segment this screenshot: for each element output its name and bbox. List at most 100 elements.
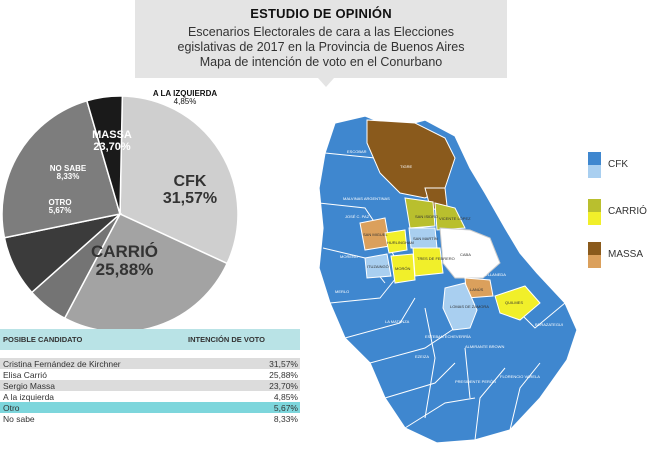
map-district-quilmes <box>494 285 541 321</box>
map-label-san-isidro: SAN ISIDRO <box>415 214 438 219</box>
report-kicker: ESTUDIO DE OPINIÓN <box>250 6 392 21</box>
table-row: Sergio Massa 23,70% <box>0 380 300 391</box>
map-label-tres-de-febrero: TRES DE FEBRERO <box>417 256 455 261</box>
legend-item-carrio: CARRIÓ <box>588 199 647 225</box>
map-label-lomas: LOMAS DE ZAMORA <box>450 304 489 309</box>
table-header-vote: INTENCIÓN DE VOTO <box>188 335 265 344</box>
table-cell-vote: 8,33% <box>273 413 298 424</box>
report-title-line-1: Escenarios Electorales de cara a las Ele… <box>187 25 455 39</box>
legend-label-cfk: CFK <box>608 159 628 170</box>
map-label-berazategui: BERAZATEGUI <box>535 322 563 327</box>
pie-label-otro-name: OTRO <box>48 198 72 207</box>
table-cell-vote: 31,57% <box>269 358 298 369</box>
table-cell-candidate: Sergio Massa <box>3 380 55 391</box>
pie-slice-cfk <box>119 95 239 265</box>
table-cell-candidate: Otro <box>3 402 20 413</box>
map-label-escobar: ESCOBAR <box>347 149 367 154</box>
map-label-quilmes: QUILMES <box>505 300 523 305</box>
pie-chart-svg <box>1 95 239 331</box>
map-label-hurlingham: HURLINGHAM <box>387 240 414 245</box>
pie-label-izquierda: A LA IZQUIERDA 4,85% <box>135 89 235 107</box>
pie-label-carrio: CARRIÓ 25,88% <box>82 243 167 279</box>
map-district-labels: ESCOBAR TIGRE MALVINAS ARGENTINAS JOSÉ C… <box>335 149 563 384</box>
pie-label-cfk: CFK 31,57% <box>150 173 230 208</box>
map-label-merlo: MERLO <box>335 289 349 294</box>
table-header-row: POSIBLE CANDIDATO INTENCIÓN DE VOTO <box>0 329 300 350</box>
header-pointer-arrow <box>318 78 334 87</box>
map-label-ituzaingo: ITUZAINGÓ <box>367 264 389 269</box>
map-label-tigre: TIGRE <box>400 164 413 169</box>
map-label-lanus: LANÚS <box>470 287 484 292</box>
table-cell-vote: 5,67% <box>273 402 298 413</box>
map-label-avellaneda: AVELLANEDA <box>480 272 506 277</box>
pie-label-no-sabe-name: NO SABE <box>49 164 87 173</box>
pie-label-massa-value: 23,70% <box>93 140 131 153</box>
pie-slice-massa <box>1 99 121 239</box>
legend-swatch-carrio-light <box>588 212 601 225</box>
table-cell-vote: 23,70% <box>269 380 298 391</box>
map-district-tres-de-febrero <box>412 247 444 277</box>
pie-label-cfk-value: 31,57% <box>162 189 218 207</box>
map-label-caba: CABA <box>460 252 471 257</box>
pie-slice-a-la-izquierda <box>85 95 124 215</box>
report-title-line-3: Mapa de intención de voto en el Conurban… <box>199 55 443 69</box>
pie-label-izquierda-name: A LA IZQUIERDA <box>152 89 218 98</box>
vote-intention-pie-chart: CFK 31,57% CARRIÓ 25,88% OTRO 5,67% NO S… <box>0 86 245 331</box>
legend-swatch-carrio-dark <box>588 199 601 212</box>
map-label-presidente-peron: PRESIDENTE PERÓN <box>455 379 496 384</box>
vote-intention-table: POSIBLE CANDIDATO INTENCIÓN DE VOTO Cris… <box>0 329 300 424</box>
map-label-san-martin: SAN MARTÍN <box>413 236 438 241</box>
pie-label-otro-value: 5,67% <box>48 206 72 216</box>
table-cell-candidate: No sabe <box>3 413 35 424</box>
map-label-jose-c-paz: JOSÉ C. PAZ <box>345 214 370 219</box>
pie-label-no-sabe: NO SABE 8,33% <box>48 164 88 182</box>
map-district-lomas-de-zamora <box>442 282 478 331</box>
conurbano-map: ESCOBAR TIGRE MALVINAS ARGENTINAS JOSÉ C… <box>305 98 580 448</box>
map-label-esteban-echeverria: ESTEBAN ECHEVERRÍA <box>425 334 471 339</box>
pie-label-massa: MASSA 23,70% <box>82 129 142 153</box>
map-label-moreno: MORENO <box>340 254 358 259</box>
map-label-florencio-varela: FLORENCIO VARELA <box>500 374 540 379</box>
map-district-moron <box>390 253 416 284</box>
map-label-moron: MORÓN <box>395 266 410 271</box>
conurbano-map-svg: ESCOBAR TIGRE MALVINAS ARGENTINAS JOSÉ C… <box>318 115 578 444</box>
map-district-vicente-lopez <box>434 202 466 231</box>
map-district-ituzaingo <box>364 253 392 279</box>
table-row: No sabe 8,33% <box>0 413 300 424</box>
legend-label-carrio: CARRIÓ <box>608 206 647 217</box>
pie-label-carrio-value: 25,88% <box>95 259 154 279</box>
pie-label-cfk-name: CFK <box>173 173 207 190</box>
legend-label-massa: MASSA <box>608 249 644 260</box>
legend-item-cfk: CFK <box>588 152 628 178</box>
table-row: Cristina Fernández de Kirchner 31,57% <box>0 358 300 369</box>
map-district-san-isidro <box>404 197 436 229</box>
map-label-ezeiza: EZEIZA <box>415 354 429 359</box>
legend-swatch-massa-dark <box>588 242 601 255</box>
legend-swatch-massa-light <box>588 255 601 268</box>
legend-swatch-cfk-light <box>588 165 601 178</box>
table-cell-candidate: Cristina Fernández de Kirchner <box>3 358 121 369</box>
table-row: Otro 5,67% <box>0 402 300 413</box>
pie-label-otro: OTRO 5,67% <box>40 198 80 216</box>
table-cell-candidate: Elisa Carrió <box>3 369 47 380</box>
map-label-almirante-brown: ALMIRANTE BROWN <box>465 344 504 349</box>
map-district-hurlingham <box>384 229 408 254</box>
legend-item-massa: MASSA <box>588 242 643 268</box>
table-row: Elisa Carrió 25,88% <box>0 369 300 380</box>
pie-label-massa-name: MASSA <box>92 129 132 141</box>
table-cell-vote: 25,88% <box>269 369 298 380</box>
legend-swatch-cfk-dark <box>588 152 601 165</box>
table-row: A la izquierda 4,85% <box>0 391 300 402</box>
pie-label-carrio-name: CARRIÓ <box>90 242 159 261</box>
map-base-region <box>318 115 578 444</box>
report-title: Escenarios Electorales de cara a las Ele… <box>135 25 507 70</box>
table-cell-candidate: A la izquierda <box>3 391 55 402</box>
report-title-line-2: egislativas de 2017 en la Provincia de B… <box>177 40 465 54</box>
pie-label-izquierda-value: 4,85% <box>173 97 197 107</box>
map-label-la-matanza: LA MATANZA <box>385 319 410 324</box>
map-label-vicente-lopez: VICENTE LÓPEZ <box>439 216 471 221</box>
table-cell-vote: 4,85% <box>273 391 298 402</box>
map-label-malvinas: MALVINAS ARGENTINAS <box>343 196 390 201</box>
map-label-san-miguel: SAN MIGUEL <box>363 232 388 237</box>
map-district-caba <box>439 227 501 279</box>
